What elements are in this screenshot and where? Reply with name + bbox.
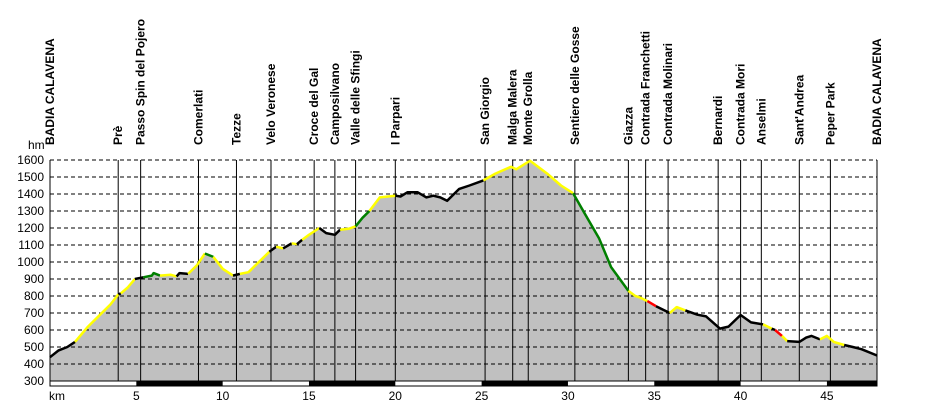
y-tick-label: 1400 bbox=[17, 187, 44, 201]
profile-segment-yellow bbox=[368, 194, 396, 212]
y-tick-label: 1100 bbox=[18, 238, 44, 252]
profile-segment-yellow bbox=[187, 252, 206, 275]
profile-segment-yellow bbox=[159, 273, 177, 278]
y-tick-label: 600 bbox=[24, 323, 44, 337]
y-tick-label: 800 bbox=[24, 289, 44, 303]
place-label: Malga Malera bbox=[506, 69, 520, 145]
profile-segment-red bbox=[774, 329, 783, 337]
profile-segment-black bbox=[282, 242, 293, 250]
profile-segment-yellow bbox=[339, 225, 357, 231]
y-tick-label: 1500 bbox=[17, 170, 44, 184]
y-axis-label: hm bbox=[28, 138, 45, 152]
profile-fill bbox=[50, 160, 877, 381]
profile-segment-green bbox=[572, 192, 630, 292]
place-label: I Parpari bbox=[388, 97, 402, 145]
scale-bar-segment bbox=[481, 381, 568, 386]
profile-area bbox=[50, 160, 877, 381]
place-label: Contrada Mori bbox=[734, 64, 748, 145]
profile-segment-black bbox=[232, 272, 241, 277]
y-tick-label: 1300 bbox=[17, 204, 44, 218]
place-label: Velo Veronese bbox=[264, 63, 278, 145]
place-labels: BADIA CALAVENA Prè Passo Spin del Pojero Co… bbox=[43, 19, 884, 145]
y-tick-label: 900 bbox=[24, 272, 44, 286]
profile-segment-yellow bbox=[819, 334, 845, 347]
scale-bar-segment bbox=[136, 381, 223, 386]
grid-lines bbox=[50, 159, 877, 365]
profile-segment-black bbox=[843, 343, 878, 357]
place-label: San Giorgio bbox=[478, 77, 492, 145]
x-tick-label: 20 bbox=[389, 389, 403, 403]
y-tick-label: 1000 bbox=[17, 255, 44, 269]
x-tick-label: 15 bbox=[302, 389, 316, 403]
place-label: Tezze bbox=[229, 113, 243, 145]
profile-segment-yellow bbox=[275, 245, 284, 250]
profile-segment-yellow bbox=[119, 278, 136, 295]
scale-bar-segment bbox=[826, 381, 877, 386]
x-tick-label: 25 bbox=[475, 389, 489, 403]
place-label: BADIA CALAVENA bbox=[870, 38, 884, 145]
profile-segment-black bbox=[134, 276, 144, 281]
y-tick-label: 300 bbox=[24, 374, 44, 388]
x-tick-label: 35 bbox=[648, 389, 662, 403]
x-tick-label: 10 bbox=[216, 389, 230, 403]
place-label: BADIA CALAVENA bbox=[43, 38, 57, 145]
profile-segment-yellow bbox=[291, 242, 298, 246]
profile-segment-black bbox=[268, 245, 277, 253]
profile-segment-yellow bbox=[668, 305, 686, 314]
profile-segment-yellow bbox=[239, 250, 271, 276]
x-tick-label: 30 bbox=[561, 389, 575, 403]
x-axis-label: km bbox=[49, 389, 65, 403]
scale-bar-segment bbox=[308, 381, 396, 386]
y-tick-label: 500 bbox=[24, 340, 44, 354]
profile-segment-yellow bbox=[301, 226, 320, 241]
profile-segment-black bbox=[296, 238, 303, 246]
x-tick-label: 45 bbox=[820, 389, 834, 403]
scale-bar-segment bbox=[654, 381, 741, 386]
axes: 300 400 500 600 700 800 900 1000 1100 1200 1300 140… bbox=[17, 153, 878, 403]
place-label: Anselmi bbox=[754, 98, 768, 145]
profile-segment-red bbox=[646, 300, 657, 308]
profile-segment-black bbox=[684, 309, 764, 330]
place-label: Sentiero delle Gosse bbox=[568, 26, 582, 145]
place-label: Passo Spin del Pojero bbox=[134, 19, 148, 145]
profile-segment-yellow bbox=[482, 159, 574, 195]
place-label: Monte Grolla bbox=[521, 71, 535, 145]
profile-segment-yellow bbox=[627, 289, 648, 303]
profile-segment-black bbox=[117, 292, 122, 296]
y-tick-label: 700 bbox=[24, 306, 44, 320]
place-label: Croce del Gal bbox=[307, 68, 321, 145]
place-label: Prè bbox=[111, 125, 125, 145]
profile-segment-black bbox=[787, 334, 821, 344]
profile-segment-yellow bbox=[781, 335, 789, 342]
profile-segment-green bbox=[142, 271, 161, 279]
profile-segment-black bbox=[771, 327, 776, 332]
profile-segment-green bbox=[354, 210, 371, 228]
profile-segment-black bbox=[395, 179, 484, 203]
profile-segment-green bbox=[204, 252, 214, 259]
profile-line bbox=[49, 159, 878, 359]
x-tick-label: 40 bbox=[734, 389, 748, 403]
profile-segment-yellow bbox=[762, 323, 773, 330]
profile-segment-yellow bbox=[74, 293, 120, 343]
place-label: Sant'Andrea bbox=[792, 74, 806, 145]
y-tick-label: 1600 bbox=[17, 153, 44, 167]
place-label: Comerlati bbox=[191, 90, 205, 145]
place-label: Giazza bbox=[621, 107, 635, 145]
profile-segment-black bbox=[175, 271, 189, 278]
x-tick-label: 5 bbox=[133, 389, 140, 403]
y-tick-label: 1200 bbox=[17, 221, 44, 235]
place-label: Camposilvano bbox=[328, 63, 342, 145]
profile-segment-black bbox=[655, 305, 671, 315]
place-marker-lines bbox=[117, 160, 878, 381]
place-label: Contrada Molinari bbox=[661, 43, 675, 145]
profile-segment-black bbox=[318, 226, 341, 237]
place-label: Peper Park bbox=[823, 82, 837, 145]
profile-segment-yellow bbox=[212, 256, 234, 277]
place-label: Valle delle Sfingi bbox=[349, 50, 363, 145]
profile-segment-black bbox=[49, 340, 76, 359]
place-label: Contrada Franchetti bbox=[639, 31, 653, 145]
y-tick-label: 400 bbox=[24, 357, 44, 371]
place-label: Bernardi bbox=[711, 96, 725, 145]
